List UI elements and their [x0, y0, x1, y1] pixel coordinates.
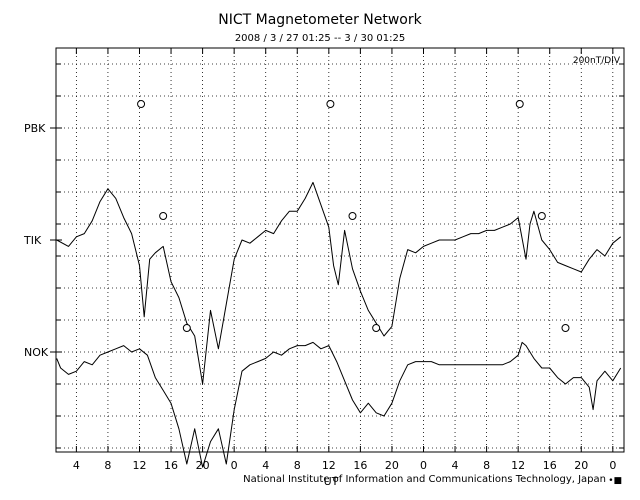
- axis-labels: 200nT/DIV UT National Institute of Infor…: [23, 56, 622, 488]
- midnight-marker-nok: [561, 324, 570, 332]
- station-label-tik: TIK: [23, 234, 42, 247]
- markers: [137, 100, 570, 332]
- x-tick-label: 16: [543, 459, 557, 472]
- page-marker: •■: [608, 476, 622, 486]
- trace-tik: [56, 181, 622, 385]
- ut-label: UT: [324, 475, 339, 488]
- x-tick-label: 8: [483, 459, 490, 472]
- x-tick-label: 12: [511, 459, 525, 472]
- x-tick-label: 4: [73, 459, 80, 472]
- chart-subtitle: 2008 / 3 / 27 01:25 -- 3 / 30 01:25: [234, 33, 406, 44]
- chart-title: NICT Magnetometer Network: [218, 12, 422, 28]
- x-tick-label: 0: [420, 459, 427, 472]
- midnight-marker-tik: [348, 212, 357, 220]
- x-tick-label: 8: [294, 459, 301, 472]
- scale-label: 200nT/DIV: [573, 56, 621, 66]
- x-tick-label: 0: [609, 459, 616, 472]
- x-tick-label: 12: [132, 459, 146, 472]
- x-tick-label: 16: [353, 459, 367, 472]
- station-label-nok: NOK: [24, 346, 49, 359]
- midnight-marker-pbk: [137, 100, 146, 108]
- x-tick-label: 16: [164, 459, 178, 472]
- midnight-marker-nok: [372, 324, 381, 332]
- x-tick-label: 20: [196, 459, 210, 472]
- traces: [56, 181, 622, 468]
- axis-ticks: [50, 48, 624, 452]
- x-tick-label: 20: [385, 459, 399, 472]
- midnight-marker-tik: [537, 212, 546, 220]
- x-tick-label: 20: [574, 459, 588, 472]
- midnight-marker-nok: [182, 324, 191, 332]
- midnight-marker-pbk: [326, 100, 335, 108]
- midnight-marker-tik: [159, 212, 168, 220]
- x-tick-label: 0: [231, 459, 238, 472]
- x-tick-label: 12: [322, 459, 336, 472]
- x-tick-label: 8: [104, 459, 111, 472]
- grid: [56, 48, 624, 452]
- x-tick-label: 4: [452, 459, 459, 472]
- station-label-pbk: PBK: [24, 122, 46, 135]
- credit-label: National Institute of Information and Co…: [243, 474, 606, 485]
- x-tick-label: 4: [262, 459, 269, 472]
- midnight-marker-pbk: [515, 100, 524, 108]
- trace-nok: [56, 341, 622, 468]
- plot-frame: [55, 47, 625, 453]
